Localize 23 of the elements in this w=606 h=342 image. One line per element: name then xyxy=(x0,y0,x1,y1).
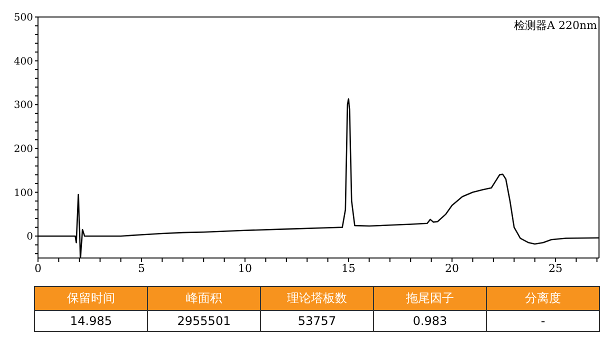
x-tick-label: 0 xyxy=(34,262,42,275)
y-tick-label: 100 xyxy=(14,188,33,199)
text: 2955501 xyxy=(148,310,260,332)
text: 拖尾因子 xyxy=(374,286,486,310)
text: 分离度 xyxy=(486,286,600,310)
text: 53757 xyxy=(260,310,374,332)
y-tick-label: 300 xyxy=(14,100,33,112)
text: 0.983 xyxy=(374,310,486,332)
y-tick-label: 200 xyxy=(14,144,33,156)
annotation: 检测器A 220nm xyxy=(514,18,597,33)
y-tick-label: 500 xyxy=(14,12,33,24)
y-tick-label: 0 xyxy=(26,232,33,243)
x-tick-label: 25 xyxy=(548,262,563,275)
x-tick-label: 15 xyxy=(342,262,356,275)
text: 峰面积 xyxy=(148,286,260,310)
text: 保留时间 xyxy=(34,286,148,310)
text: 14.985 xyxy=(34,310,148,332)
x-tick-label: 10 xyxy=(238,262,252,275)
x-tick-label: 20 xyxy=(445,262,460,275)
y-tick-label: 400 xyxy=(14,56,33,68)
text: - xyxy=(486,310,600,332)
x-tick-label: 5 xyxy=(138,262,146,275)
text: 理论塔板数 xyxy=(260,286,374,310)
